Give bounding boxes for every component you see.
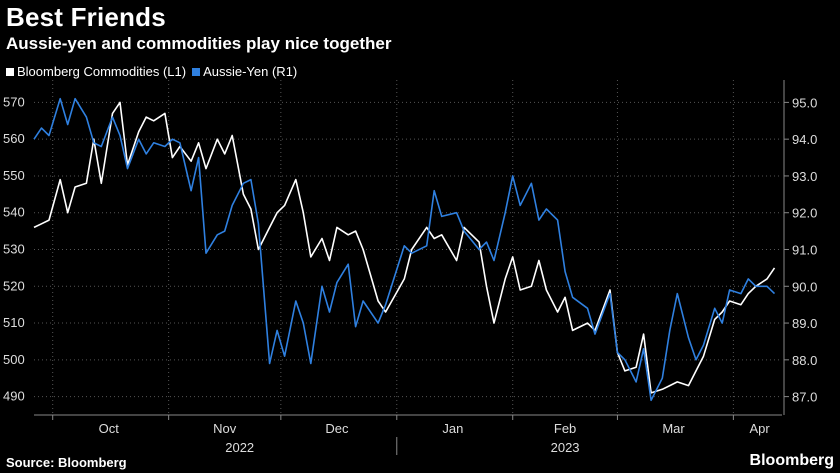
y-left-tick-label: 500 [3,352,25,367]
legend-label-aussie-yen: Aussie-Yen (R1) [203,64,298,79]
y-right-tick-label: 95.0 [792,95,817,110]
y-right-tick-label: 93.0 [792,169,817,184]
series-line-aussie-yen [33,97,776,402]
legend-swatch-aussie-yen [192,67,201,76]
y-left-tick-label: 530 [3,242,25,257]
x-tick-label: Nov [213,421,237,436]
y-left-tick-label: 570 [3,94,25,109]
y-right-tick-label: 90.0 [792,279,817,294]
source-note: Source: Bloomberg [6,455,127,470]
y-left-tick-label: 550 [3,168,25,183]
x-tick-label: Oct [99,421,120,436]
y-right-tick-label: 87.0 [792,390,817,405]
chart-subtitle: Aussie-yen and commodities play nice tog… [6,34,392,53]
x-tick-label: Dec [325,421,349,436]
y-right-tick-label: 88.0 [792,353,817,368]
y-left-tick-label: 540 [3,205,25,220]
y-right-tick-label: 89.0 [792,316,817,331]
x-tick-label: Feb [554,421,576,436]
series-line-commodities [33,101,776,394]
brand-logo: Bloomberg [749,452,834,469]
legend-label-commodities: Bloomberg Commodities (L1) [17,64,187,79]
y-right-tick-label: 94.0 [792,132,817,147]
y-left-tick-label: 520 [3,278,25,293]
y-left-tick-label: 560 [3,131,25,146]
x-year-label: 2023 [551,440,580,455]
x-tick-label: Apr [749,421,770,436]
y-left-tick-label: 490 [3,389,25,404]
x-tick-label: Jan [442,421,463,436]
chart-legend: Bloomberg Commodities (L1) Aussie-Yen (R… [6,64,303,79]
legend-swatch-commodities [6,67,14,76]
chart-title: Best Friends [6,2,166,32]
legend-item-commodities: Bloomberg Commodities (L1) [6,64,186,79]
y-right-tick-label: 92.0 [792,206,817,221]
x-year-label: 2022 [225,440,254,455]
y-right-tick-label: 91.0 [792,243,817,258]
x-tick-label: Mar [662,421,685,436]
legend-item-aussie-yen: Aussie-Yen (R1) [192,64,297,79]
y-left-tick-label: 510 [3,315,25,330]
